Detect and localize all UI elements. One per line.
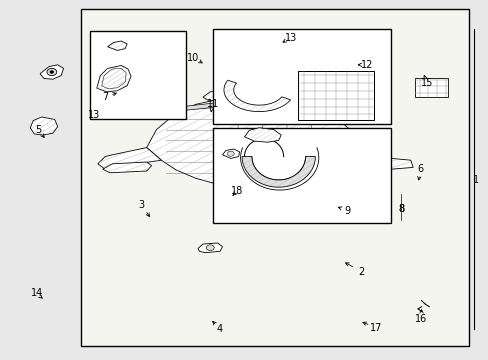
Bar <box>81 9 468 346</box>
Polygon shape <box>224 80 290 112</box>
Text: 17: 17 <box>369 323 382 333</box>
Text: 14: 14 <box>30 288 43 298</box>
Text: 18: 18 <box>230 186 243 196</box>
Ellipse shape <box>283 154 312 166</box>
Text: 10: 10 <box>186 53 199 63</box>
Bar <box>90 31 185 119</box>
Text: 8: 8 <box>397 204 403 214</box>
Text: 13: 13 <box>284 33 297 43</box>
Polygon shape <box>107 41 127 50</box>
Text: 13: 13 <box>88 110 101 120</box>
Text: 4: 4 <box>217 324 223 334</box>
Polygon shape <box>40 65 63 79</box>
Circle shape <box>47 68 57 76</box>
Text: 1: 1 <box>472 175 478 185</box>
Polygon shape <box>30 117 58 135</box>
Ellipse shape <box>229 151 268 166</box>
Polygon shape <box>198 243 222 253</box>
Text: 7: 7 <box>102 92 108 102</box>
Polygon shape <box>354 146 412 169</box>
Bar <box>298 71 373 120</box>
Bar <box>212 128 390 223</box>
Text: 6: 6 <box>417 164 423 174</box>
Text: 3: 3 <box>139 200 144 210</box>
Polygon shape <box>222 149 239 158</box>
Polygon shape <box>244 128 281 142</box>
Text: 11: 11 <box>206 99 219 109</box>
Text: 8: 8 <box>397 204 403 214</box>
Bar <box>414 78 447 97</box>
Text: 5: 5 <box>35 125 41 135</box>
Text: 15: 15 <box>420 78 432 88</box>
Text: 2: 2 <box>358 267 364 277</box>
Polygon shape <box>242 157 315 187</box>
Polygon shape <box>102 162 151 173</box>
Polygon shape <box>222 179 237 187</box>
Text: 16: 16 <box>414 314 427 324</box>
Text: 9: 9 <box>344 206 349 216</box>
Bar <box>212 29 390 124</box>
Circle shape <box>206 245 214 251</box>
Polygon shape <box>325 94 349 104</box>
Text: 12: 12 <box>360 60 372 70</box>
Polygon shape <box>203 91 224 101</box>
Polygon shape <box>97 66 131 92</box>
Polygon shape <box>146 97 356 189</box>
Polygon shape <box>98 148 161 169</box>
Circle shape <box>50 71 54 73</box>
Polygon shape <box>185 98 322 112</box>
Circle shape <box>227 151 234 156</box>
